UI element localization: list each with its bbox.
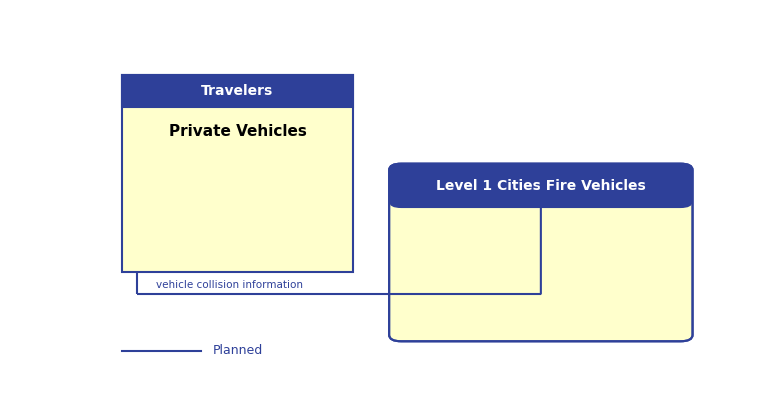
Bar xyxy=(122,75,352,272)
Text: Planned: Planned xyxy=(213,344,263,357)
Text: Travelers: Travelers xyxy=(201,84,273,98)
FancyBboxPatch shape xyxy=(389,164,693,341)
Bar xyxy=(402,184,680,202)
Text: Private Vehicles: Private Vehicles xyxy=(168,124,306,139)
Text: vehicle collision information: vehicle collision information xyxy=(156,280,302,290)
Text: Level 1 Cities Fire Vehicles: Level 1 Cities Fire Vehicles xyxy=(436,179,646,193)
FancyBboxPatch shape xyxy=(389,164,693,208)
Bar xyxy=(122,75,352,107)
